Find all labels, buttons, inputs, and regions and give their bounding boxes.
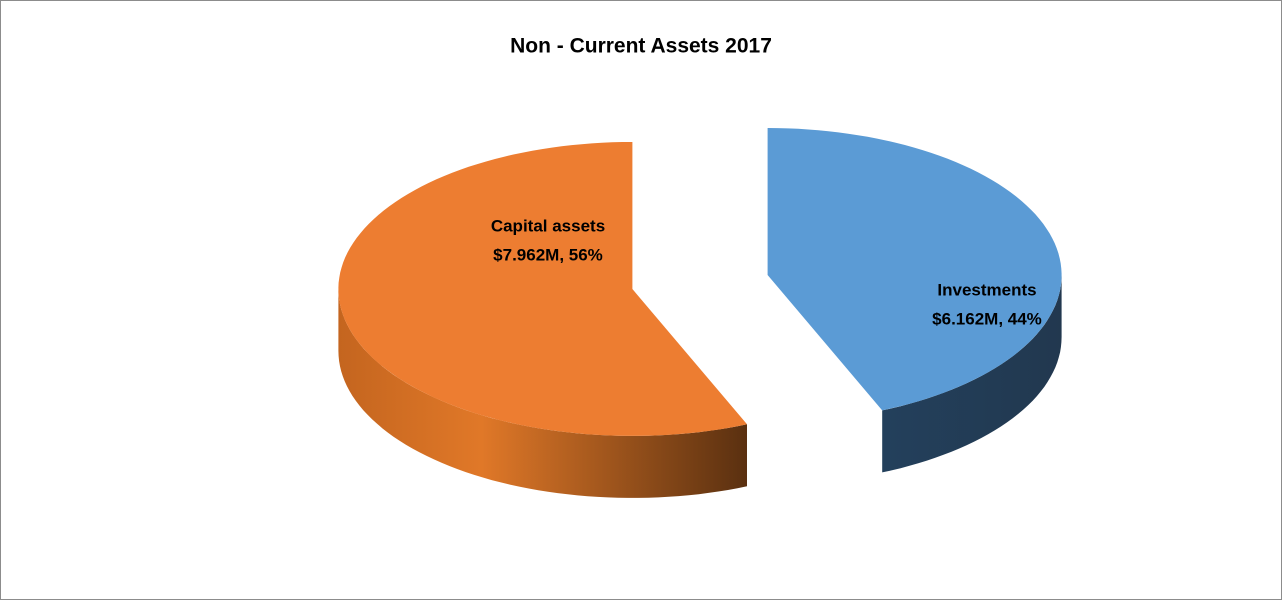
slice-top (338, 142, 747, 436)
slice-side (338, 289, 747, 498)
slice-side (882, 275, 1062, 473)
slice (338, 142, 747, 498)
slice-label: Capital assets (491, 216, 605, 235)
slice-value-label: $6.162M, 44% (932, 309, 1042, 328)
slice-top (767, 128, 1062, 411)
chart-title: Non - Current Assets 2017 (510, 35, 772, 58)
slice-label: Investments (937, 280, 1036, 299)
slice-value-label: $7.962M, 56% (493, 245, 603, 264)
slice (767, 128, 1062, 473)
